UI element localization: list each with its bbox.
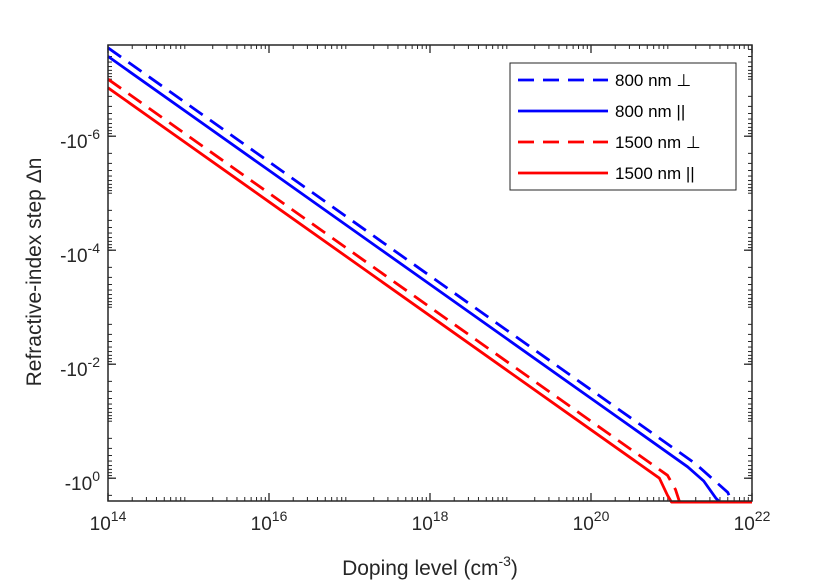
legend-entry-label: 800 nm ⊥	[615, 71, 691, 90]
series-line-3	[107, 78, 752, 504]
x-tick-label: 1022	[734, 508, 771, 535]
y-tick-label: -10-4	[60, 240, 100, 267]
y-tick-label: -10-2	[60, 354, 100, 381]
legend: 800 nm ⊥ 800 nm || 1500 nm ⊥ 1500 nm ||	[509, 62, 737, 191]
x-axis-label: Doping level (cm-3)	[342, 553, 518, 580]
x-axis-label-superscript: -3	[498, 553, 511, 569]
x-tick-labels: 1014 1016 1018 1020 1022	[90, 508, 771, 535]
x-tick-label: 1014	[90, 508, 127, 535]
plot-area-frame	[107, 44, 753, 502]
legend-entry-label: 1500 nm ⊥	[615, 133, 701, 152]
series-line-4	[107, 86, 752, 504]
x-tick-label: 1016	[251, 508, 288, 535]
legend-entry-label: 1500 nm ||	[615, 164, 695, 183]
series-layer	[107, 46, 752, 504]
series-line-1	[107, 46, 752, 504]
x-tick-label: 1018	[412, 508, 449, 535]
x-axis-label-close: )	[511, 557, 518, 580]
y-axis-label: Refractive-index step Δn	[23, 158, 46, 387]
series-line-2	[107, 55, 752, 504]
y-tick-labels: -10-6 -10-4 -10-2 -100	[60, 126, 100, 495]
legend-entry-label: 800 nm ||	[615, 102, 685, 121]
x-tick-label: 1020	[573, 508, 610, 535]
y-tick-label: -100	[65, 468, 100, 495]
y-tick-label: -10-6	[60, 126, 100, 153]
legend-box	[509, 62, 737, 191]
